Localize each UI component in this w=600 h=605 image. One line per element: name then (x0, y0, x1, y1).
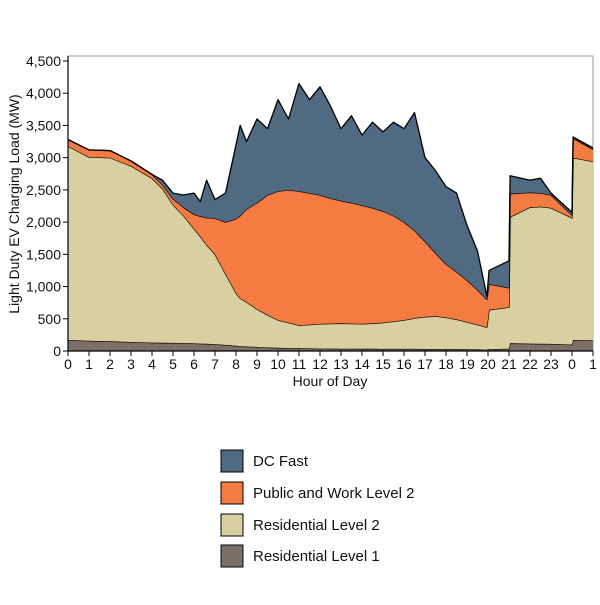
legend-swatch-residential-level-2 (220, 513, 244, 537)
x-tick-label: 0 (568, 356, 576, 372)
y-tick-label: 2,000 (26, 214, 61, 230)
x-tick-label: 22 (522, 356, 538, 372)
x-tick-label: 21 (501, 356, 517, 372)
x-tick-label: 18 (438, 356, 454, 372)
y-tick-label: 4,500 (26, 53, 61, 69)
y-tick-label: 3,500 (26, 117, 61, 133)
areas-layer (67, 82, 594, 351)
x-tick-label: 12 (312, 356, 328, 372)
area-dc-fast (68, 83, 593, 300)
legend-label-residential-level-2: Residential Level 2 (253, 517, 380, 534)
y-tick-label: 1,500 (26, 246, 61, 262)
line-residential-level-2 (67, 145, 594, 328)
x-ticks: 0 1 2 3 4 5 6 7 8 9 10 11 12 13 14 15 16 17 18 19 20 21 22 23 0 1 (64, 351, 597, 372)
line-dc-fast (67, 82, 594, 297)
x-tick-label: 17 (417, 356, 433, 372)
x-tick-label: 14 (354, 356, 370, 372)
y-tick-label: 1,000 (26, 279, 61, 295)
area-residential-level-2 (68, 146, 593, 350)
x-tick-label: 9 (253, 356, 261, 372)
x-tick-label: 1 (85, 356, 93, 372)
legend-label-residential-level-1: Residential Level 1 (253, 548, 380, 565)
x-tick-label: 23 (543, 356, 559, 372)
legend-label-public-and-work-level-2: Public and Work Level 2 (253, 485, 414, 502)
legend: DC Fast Public and Work Level 2 Residentia… (220, 449, 414, 568)
x-tick-label: 6 (190, 356, 198, 372)
y-tick-label: 500 (38, 311, 62, 327)
x-tick-label: 5 (169, 356, 177, 372)
legend-swatch-public-and-work-level-2 (220, 481, 244, 505)
y-tick-label: 2,500 (26, 182, 61, 198)
y-tick-label: 3,000 (26, 150, 61, 166)
x-tick-label: 0 (64, 356, 72, 372)
legend-swatch-dc-fast (220, 449, 244, 473)
x-axis-title: Hour of Day (293, 373, 368, 389)
x-tick-label: 15 (375, 356, 391, 372)
x-tick-label: 4 (148, 356, 156, 372)
x-tick-label: 7 (211, 356, 219, 372)
legend-label-dc-fast: DC Fast (253, 453, 309, 470)
y-tick-label: 4,000 (26, 85, 61, 101)
x-tick-label: 1 (589, 356, 597, 372)
area-public-and-work-level-2 (68, 138, 593, 328)
y-ticks: 0 500 1,000 1,500 2,000 2,500 3,000 3,500 4,000 4… (26, 53, 68, 359)
x-tick-label: 20 (480, 356, 496, 372)
x-tick-label: 10 (270, 356, 286, 372)
x-tick-label: 3 (127, 356, 135, 372)
y-axis-title: Light Duty EV Charging Load (MW) (6, 94, 22, 313)
legend-swatch-residential-level-1 (220, 544, 244, 568)
area-residential-level-1 (68, 340, 593, 351)
x-tick-label: 16 (396, 356, 412, 372)
x-tick-label: 19 (459, 356, 475, 372)
x-tick-label: 2 (106, 356, 114, 372)
x-tick-label: 11 (292, 356, 307, 372)
y-tick-label: 0 (53, 343, 61, 359)
x-tick-label: 13 (333, 356, 349, 372)
x-tick-label: 8 (232, 356, 240, 372)
